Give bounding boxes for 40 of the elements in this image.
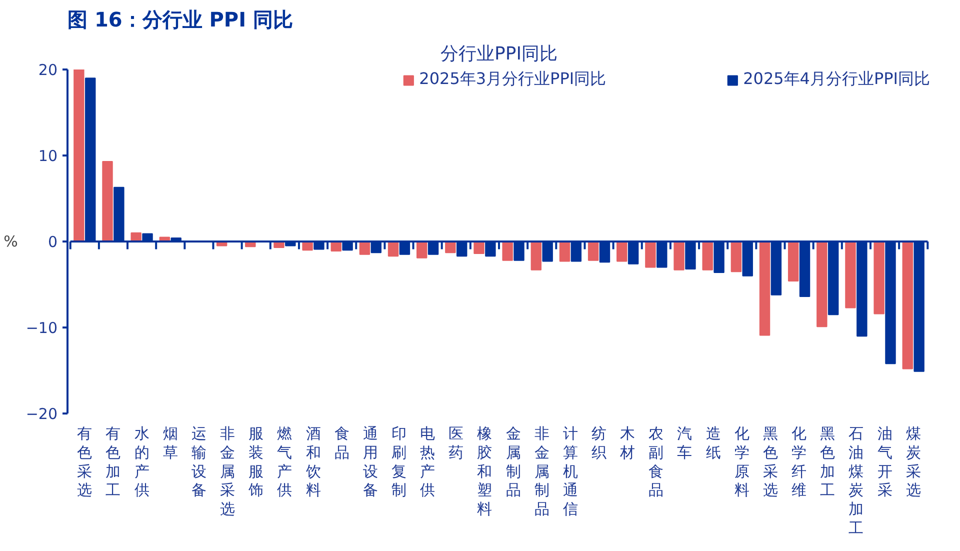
- x-tick-label: 金属制品: [506, 424, 521, 500]
- x-tick-label: 印刷复制: [391, 424, 406, 500]
- x-tick-label: 通用设备: [362, 424, 378, 500]
- y-axis-title: %: [4, 232, 18, 250]
- x-tick-label: 食品: [334, 424, 350, 462]
- chart-title: 图 16：分行业 PPI 同比: [68, 8, 293, 32]
- y-tick-label: 10: [38, 147, 58, 165]
- y-tick-label: 0: [48, 233, 58, 251]
- y-tick-label: −10: [26, 319, 58, 337]
- x-tick-label: 电热产供: [420, 424, 436, 500]
- x-tick-label: 烟草: [162, 424, 178, 462]
- x-tick-label: 化学纤维: [792, 424, 807, 500]
- x-tick-label: 汽车: [677, 424, 692, 462]
- x-tick-label: 纺织: [592, 424, 607, 462]
- x-tick-label: 服装服饰: [248, 424, 264, 500]
- x-tick-label: 计算机通信: [562, 424, 578, 518]
- x-tick-label: 非金属制品: [534, 424, 550, 518]
- x-tick-label: 有色加工: [106, 424, 121, 500]
- x-tick-label: 煤炭采选: [906, 424, 921, 500]
- x-tick-label: 造纸: [706, 424, 721, 462]
- x-tick-label: 农副食品: [648, 424, 664, 500]
- chart-subtitle: 分行业PPI同比: [440, 44, 558, 64]
- x-tick-label: 水的产供: [134, 424, 150, 500]
- x-tick-label: 橡胶和塑料: [477, 424, 492, 518]
- x-tick-label: 油气开采: [877, 424, 892, 500]
- x-tick-label: 黑色加工: [820, 424, 836, 500]
- legend-label: 2025年4月分行业PPI同比: [743, 69, 930, 90]
- x-tick-label: 黑色采选: [762, 424, 778, 500]
- x-tick-label: 非金属采选: [220, 424, 236, 518]
- x-tick-label: 石油煤炭加工: [848, 424, 864, 537]
- x-tick-label: 化学原料: [734, 424, 750, 500]
- x-tick-label: 运输设备: [191, 424, 206, 500]
- legend-label: 2025年3月分行业PPI同比: [419, 69, 606, 90]
- y-tick-label: −20: [26, 405, 58, 423]
- x-tick-label: 酒和饮料: [304, 424, 321, 500]
- x-tick-label: 燃气产供: [277, 424, 292, 500]
- y-tick-label: 20: [38, 61, 58, 79]
- x-tick-label: 木材: [619, 424, 636, 462]
- x-tick-label: 有色采选: [77, 424, 92, 500]
- x-tick-label: 医药: [448, 424, 464, 462]
